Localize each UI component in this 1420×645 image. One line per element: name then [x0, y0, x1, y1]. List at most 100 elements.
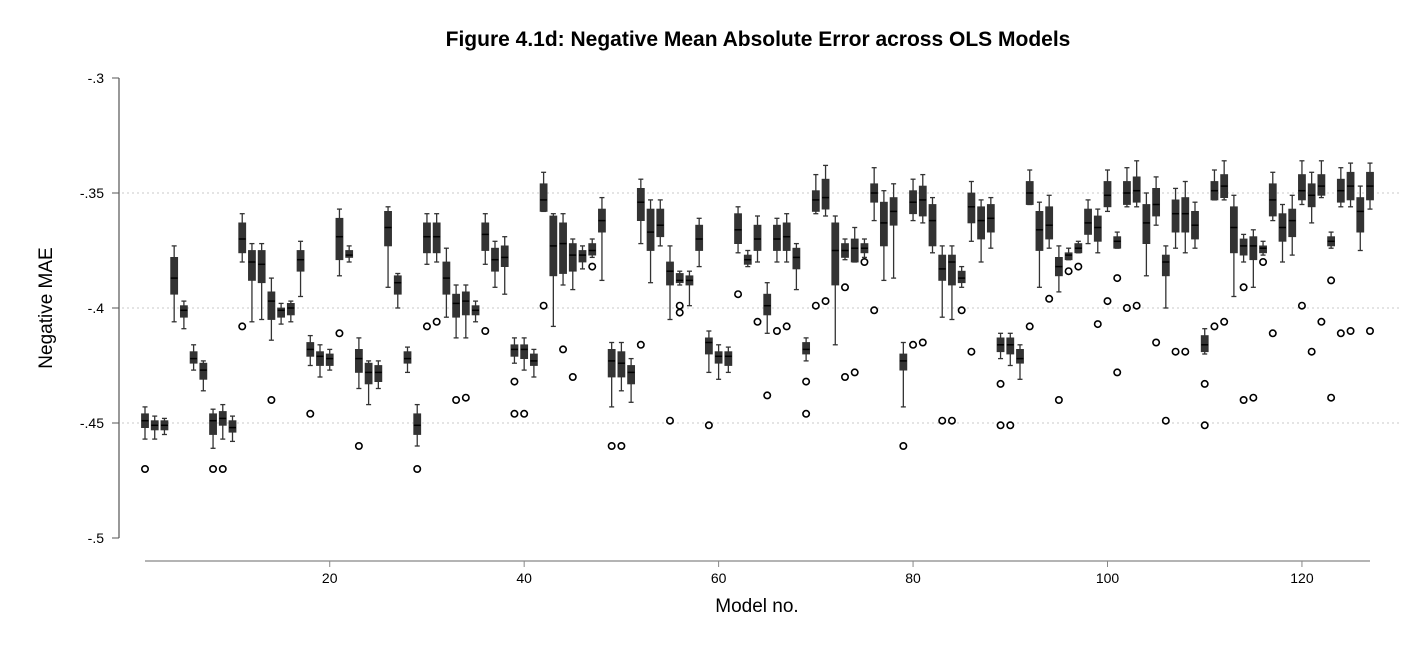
box-iqr	[296, 250, 305, 272]
box-model-63	[743, 249, 752, 268]
outlier-point	[860, 257, 869, 266]
box-iqr	[423, 222, 431, 254]
outlier-point	[704, 421, 713, 430]
box-model-80	[909, 178, 918, 349]
box-iqr	[607, 348, 616, 378]
box-model-70	[811, 173, 820, 310]
outlier-point	[1006, 421, 1015, 430]
box-model-7	[199, 360, 208, 392]
box-model-83	[938, 245, 947, 425]
box-model-60	[714, 344, 723, 380]
box-model-95	[1054, 245, 1063, 404]
box-model-61	[724, 346, 733, 374]
box-model-66	[772, 217, 781, 335]
box-model-108	[1181, 180, 1190, 356]
box-iqr	[1016, 348, 1024, 364]
outlier-point	[568, 372, 577, 381]
box-model-25	[374, 360, 383, 390]
box-iqr	[1288, 208, 1297, 238]
box-iqr	[286, 302, 295, 316]
outlier-point	[1122, 303, 1131, 312]
box-model-29	[413, 403, 422, 473]
x-tick-label: 20	[322, 570, 338, 586]
outlier-point	[1093, 320, 1102, 329]
box-model-93	[1035, 201, 1044, 288]
box-iqr	[714, 351, 723, 364]
box-model-76	[870, 167, 879, 315]
box-model-32	[442, 247, 451, 318]
box-model-103	[1132, 160, 1141, 310]
box-model-21	[335, 208, 344, 338]
box-iqr	[1181, 197, 1190, 233]
outlier-point	[772, 326, 781, 335]
outlier-point	[141, 464, 150, 473]
box-iqr	[1093, 215, 1102, 242]
box-iqr	[675, 273, 684, 284]
box-iqr	[413, 413, 422, 435]
box-model-69	[802, 337, 811, 418]
box-iqr	[957, 270, 966, 284]
box-model-71	[821, 164, 830, 306]
box-model-33	[452, 284, 461, 404]
outlier-point	[1054, 395, 1063, 404]
box-iqr	[539, 183, 548, 212]
box-model-114	[1239, 233, 1248, 404]
box-model-40	[520, 337, 529, 418]
outlier-point	[1064, 267, 1073, 276]
box-iqr	[695, 224, 704, 251]
box-model-118	[1278, 203, 1287, 263]
box-model-90	[1006, 332, 1015, 430]
box-iqr	[1298, 174, 1306, 201]
box-iqr	[938, 254, 947, 281]
y-tick-label: -.45	[80, 415, 104, 431]
outlier-point	[821, 297, 830, 306]
outlier-point	[1220, 317, 1229, 326]
outlier-point	[996, 379, 1005, 388]
box-model-49	[607, 341, 616, 450]
box-iqr	[248, 250, 256, 281]
box-model-28	[403, 346, 412, 374]
box-model-4	[170, 245, 179, 323]
outlier-point	[899, 441, 908, 450]
box-model-56	[675, 270, 684, 317]
box-iqr	[520, 344, 529, 359]
outlier-point	[1346, 326, 1355, 335]
outlier-point	[539, 301, 548, 310]
box-iqr	[364, 362, 373, 385]
box-iqr	[1142, 204, 1151, 244]
box-model-18	[306, 334, 315, 418]
box-model-42	[539, 171, 548, 310]
box-iqr	[967, 192, 976, 224]
outlier-point	[938, 416, 947, 425]
box-iqr	[666, 261, 674, 286]
outlier-point	[520, 409, 529, 418]
y-tick-label: -.35	[80, 185, 104, 201]
box-iqr	[1045, 206, 1054, 240]
y-tick-label: -.3	[88, 70, 105, 86]
box-iqr	[918, 185, 927, 217]
box-model-64	[753, 215, 762, 326]
box-model-104	[1142, 192, 1151, 277]
box-model-98	[1084, 199, 1092, 245]
box-model-15	[277, 302, 286, 325]
box-iqr	[374, 365, 383, 383]
box-iqr	[1132, 176, 1141, 203]
box-model-41	[529, 348, 538, 378]
outlier-point	[1161, 416, 1170, 425]
outlier-point	[675, 301, 684, 310]
box-iqr	[899, 353, 908, 371]
outlier-point	[802, 377, 811, 386]
box-iqr	[656, 208, 665, 238]
box-model-13	[257, 242, 266, 321]
box-iqr	[559, 222, 567, 274]
outlier-point	[753, 317, 762, 326]
box-model-85	[957, 265, 966, 315]
outlier-point	[1327, 393, 1336, 402]
box-model-106	[1161, 245, 1170, 425]
box-model-10	[228, 415, 237, 443]
outlier-point	[675, 308, 684, 317]
box-model-109	[1191, 201, 1199, 249]
box-model-107	[1171, 187, 1180, 356]
x-tick-label: 40	[516, 570, 532, 586]
box-iqr	[257, 250, 266, 284]
